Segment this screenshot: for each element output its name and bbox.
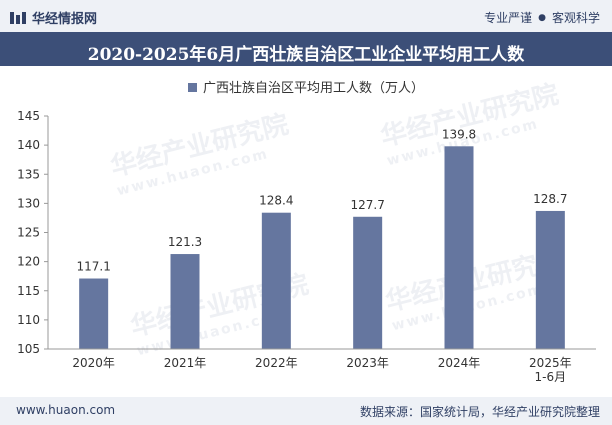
tag-objective: 客观科学 bbox=[551, 11, 600, 25]
x-tick-label: 2025年 1-6月 bbox=[529, 356, 572, 384]
bar-value-label: 121.3 bbox=[168, 235, 202, 249]
x-tick-label: 2024年 bbox=[438, 356, 481, 370]
y-tick-label: 120 bbox=[17, 255, 40, 269]
bar-value-label: 127.7 bbox=[350, 198, 384, 212]
tag-professional: 专业严谨 bbox=[484, 11, 533, 25]
y-tick-label: 105 bbox=[17, 342, 40, 356]
footer: www.huaon.com 数据来源：国家统计局，华经产业研究院整理 bbox=[0, 397, 612, 425]
x-tick-label: 2022年 bbox=[255, 356, 298, 370]
title-bar bbox=[0, 32, 612, 66]
logo[interactable]: 华经情报网 bbox=[10, 8, 97, 27]
bar-value-label: 128.4 bbox=[259, 194, 293, 208]
bar-value-label: 117.1 bbox=[76, 260, 110, 274]
bar[interactable] bbox=[261, 212, 291, 349]
bar[interactable] bbox=[444, 146, 474, 349]
legend-label: 广西壮族自治区平均用工人数（万人） bbox=[202, 81, 424, 96]
logo-text: 华经情报网 bbox=[32, 12, 98, 27]
legend-swatch-icon bbox=[187, 83, 197, 92]
bar-value-label: 128.7 bbox=[533, 192, 567, 206]
footer-source: 数据来源：国家统计局，华经产业研究院整理 bbox=[359, 405, 600, 419]
y-axis: 105 110 115 120 125 130 135 140 145 bbox=[17, 109, 49, 356]
x-tick-label: 2020年 bbox=[72, 356, 115, 370]
y-tick-label: 135 bbox=[17, 167, 40, 181]
y-tick-label: 125 bbox=[17, 226, 40, 240]
header-tags: 专业严谨 ● 客观科学 bbox=[484, 9, 600, 26]
y-tick-label: 140 bbox=[17, 138, 40, 152]
bar[interactable] bbox=[535, 210, 565, 349]
x-tick-label: 2021年 bbox=[164, 356, 207, 370]
y-tick-label: 115 bbox=[17, 284, 40, 298]
chart-legend[interactable]: 广西壮族自治区平均用工人数（万人） bbox=[0, 77, 612, 96]
x-tick-label: 2023年 bbox=[346, 356, 389, 370]
y-tick-label: 145 bbox=[17, 109, 40, 123]
logo-icon bbox=[10, 11, 26, 24]
chart-title: 2020-2025年6月广西壮族自治区工业企业平均用工人数 bbox=[87, 45, 525, 65]
bars: 117.1 121.3 128.4 127.7 139.8 128.7 bbox=[76, 127, 568, 349]
y-tick-label: 110 bbox=[17, 313, 40, 327]
bar[interactable] bbox=[170, 254, 200, 349]
bar-value-label: 139.8 bbox=[442, 127, 476, 141]
y-tick-label: 130 bbox=[17, 196, 40, 210]
bar[interactable] bbox=[353, 216, 383, 349]
bar[interactable] bbox=[79, 278, 109, 349]
dot-separator-icon: ● bbox=[538, 12, 546, 23]
x-axis: 2020年 2021年 2022年 2023年 2024年 2025年 1-6月 bbox=[48, 348, 596, 384]
top-bar: 华经情报网 专业严谨 ● 客观科学 bbox=[0, 0, 612, 32]
bar-chart: 105 110 115 120 125 130 135 140 145 117.1 121.3 12… bbox=[17, 109, 596, 384]
footer-website[interactable]: www.huaon.com bbox=[16, 403, 116, 417]
